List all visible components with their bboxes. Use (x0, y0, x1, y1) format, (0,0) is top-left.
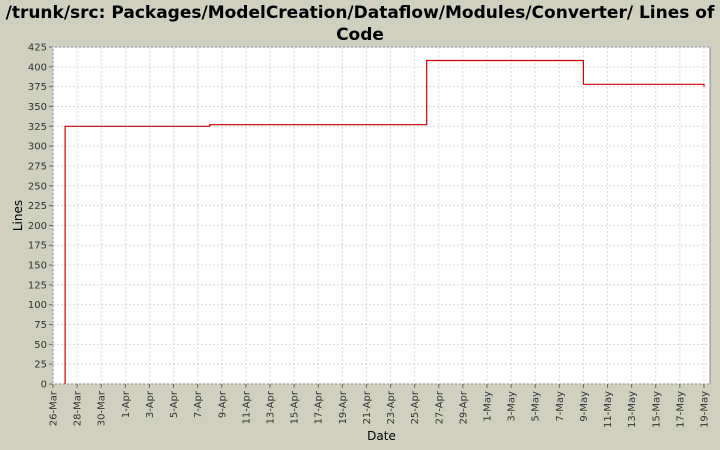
x-tick-label: 11-May (603, 391, 614, 428)
x-tick-label: 28-Mar (73, 390, 84, 426)
x-tick-label: 17-May (675, 391, 686, 428)
x-tick-label: 5-Apr (169, 390, 180, 418)
plot-area (52, 46, 711, 385)
x-tick-label: 1-Apr (121, 390, 132, 418)
y-tick-label: 250 (28, 181, 47, 192)
y-tick-label: 225 (28, 201, 47, 212)
x-tick-label: 29-Apr (458, 390, 469, 424)
x-tick-label: 5-May (531, 391, 542, 422)
x-tick-label: 26-Mar (49, 390, 60, 426)
x-tick-label: 30-Mar (97, 390, 108, 426)
x-tick-label: 23-Apr (386, 390, 397, 424)
y-tick-label: 150 (28, 261, 47, 272)
y-tick-label: 200 (28, 221, 47, 232)
y-tick-label: 275 (28, 161, 47, 172)
x-tick-label: 13-Apr (265, 390, 276, 424)
y-tick-label: 25 (34, 360, 47, 371)
x-tick-label: 27-Apr (434, 390, 445, 424)
y-tick-label: 175 (28, 241, 47, 252)
x-axis-title: Date (367, 429, 396, 443)
x-tick-label: 9-Apr (217, 390, 228, 418)
y-tick-label: 375 (28, 82, 47, 93)
y-tick-label: 425 (28, 43, 47, 54)
x-tick-label: 19-May (699, 391, 710, 428)
series-line (64, 59, 705, 384)
y-tick-label: 325 (28, 122, 47, 133)
x-tick-label: 17-Apr (314, 390, 325, 424)
y-axis-title: Lines (11, 200, 25, 231)
x-tick-label: 11-Apr (241, 390, 252, 424)
x-tick-label: 7-Apr (193, 390, 204, 418)
y-tick-label: 0 (41, 380, 47, 391)
x-tick-label: 15-Apr (290, 390, 301, 424)
chart-title: /trunk/src: Packages/ModelCreation/Dataf… (5, 3, 715, 45)
y-tick-label: 300 (28, 142, 47, 153)
x-tick-label: 9-May (579, 391, 590, 422)
y-tick-label: 400 (28, 62, 47, 73)
x-tick-label: 3-Apr (145, 390, 156, 418)
x-tick-label: 13-May (627, 391, 638, 428)
x-tick-label: 7-May (555, 391, 566, 422)
x-tick-label: 21-Apr (362, 390, 373, 424)
x-tick-label: 15-May (651, 391, 662, 428)
y-tick-label: 100 (28, 300, 47, 311)
x-tick-label: 1-May (482, 391, 493, 422)
y-tick-label: 75 (34, 320, 47, 331)
y-tick-label: 50 (34, 340, 47, 351)
y-tick-label: 350 (28, 102, 47, 113)
x-tick-label: 3-May (507, 391, 518, 422)
x-tick-label: 19-Apr (338, 390, 349, 424)
x-tick-label: 25-Apr (410, 390, 421, 424)
y-tick-label: 125 (28, 280, 47, 291)
